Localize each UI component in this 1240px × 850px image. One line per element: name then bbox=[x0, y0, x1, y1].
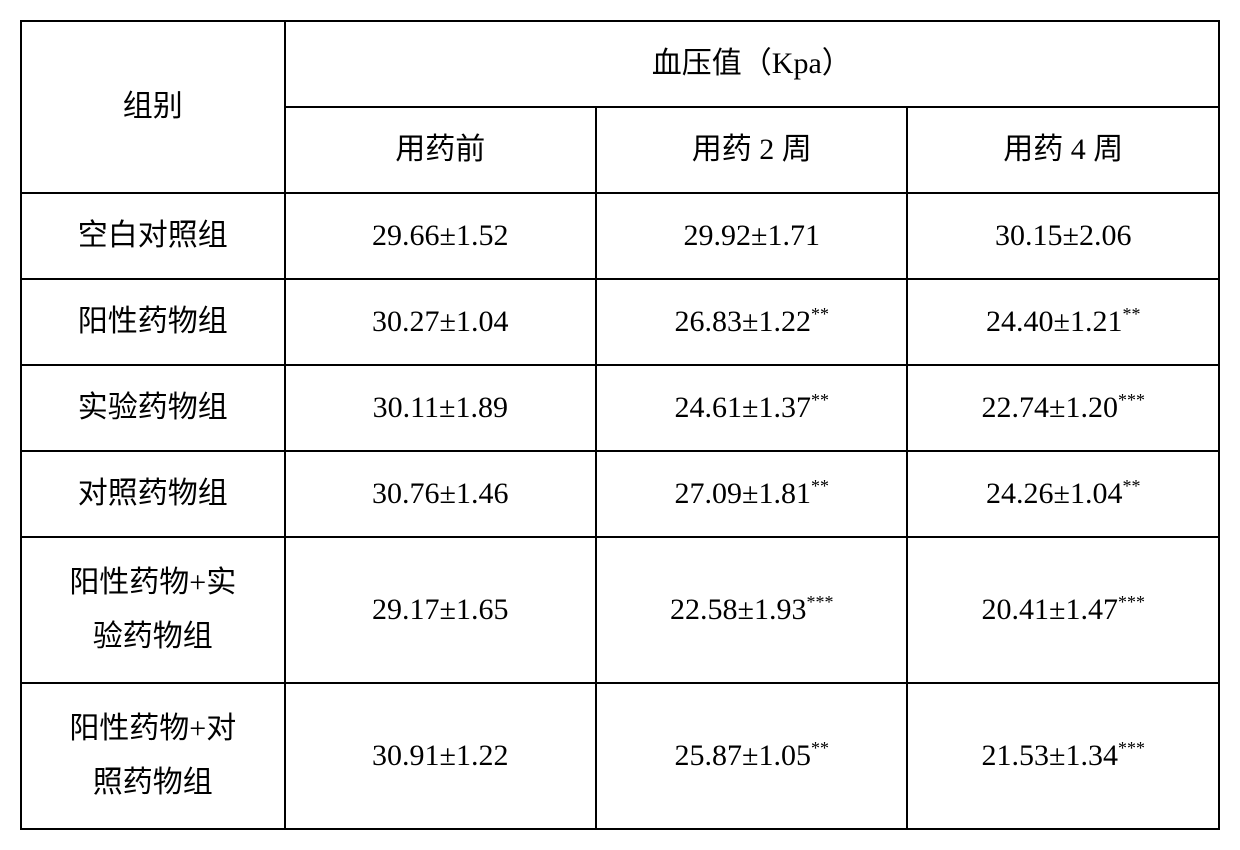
significance-superscript: *** bbox=[1118, 592, 1145, 612]
data-cell: 27.09±1.81** bbox=[596, 451, 907, 537]
table-row: 阳性药物+对照药物组30.91±1.2225.87±1.05**21.53±1.… bbox=[21, 683, 1219, 829]
data-cell: 24.61±1.37** bbox=[596, 365, 907, 451]
significance-superscript: ** bbox=[811, 390, 829, 410]
cell-value: 22.74±1.20 bbox=[982, 391, 1118, 424]
data-cell: 22.58±1.93*** bbox=[596, 537, 907, 683]
cell-value: 29.92±1.71 bbox=[684, 219, 820, 252]
subheader-2wk: 用药 2 周 bbox=[596, 107, 907, 193]
cell-value: 30.27±1.04 bbox=[372, 305, 508, 338]
subheader-before: 用药前 bbox=[285, 107, 596, 193]
significance-superscript: ** bbox=[1122, 476, 1140, 496]
data-cell: 29.66±1.52 bbox=[285, 193, 596, 279]
significance-superscript: *** bbox=[806, 592, 833, 612]
data-cell: 22.74±1.20*** bbox=[907, 365, 1219, 451]
data-cell: 30.76±1.46 bbox=[285, 451, 596, 537]
header-row-1: 组别 血压值（Kpa） bbox=[21, 21, 1219, 107]
significance-superscript: *** bbox=[1118, 738, 1145, 758]
cell-value: 26.83±1.22 bbox=[675, 305, 811, 338]
cell-value: 24.40±1.21 bbox=[986, 305, 1122, 338]
cell-value: 24.26±1.04 bbox=[986, 477, 1122, 510]
cell-value: 21.53±1.34 bbox=[982, 739, 1118, 772]
row-name: 阳性药物组 bbox=[21, 279, 285, 365]
cell-value: 24.61±1.37 bbox=[675, 391, 811, 424]
data-cell: 20.41±1.47*** bbox=[907, 537, 1219, 683]
cell-value: 30.11±1.89 bbox=[373, 391, 508, 424]
significance-superscript: ** bbox=[811, 476, 829, 496]
bp-data-table: 组别 血压值（Kpa） 用药前 用药 2 周 用药 4 周 空白对照组 29.66… bbox=[20, 20, 1220, 830]
data-cell: 29.17±1.65 bbox=[285, 537, 596, 683]
cell-value: 27.09±1.81 bbox=[675, 477, 811, 510]
row-name: 阳性药物+对照药物组 bbox=[21, 683, 285, 829]
table-row: 阳性药物+实验药物组29.17±1.6522.58±1.93***20.41±1… bbox=[21, 537, 1219, 683]
significance-superscript: ** bbox=[811, 304, 829, 324]
cell-value: 30.76±1.46 bbox=[372, 477, 508, 510]
table-body: 空白对照组 29.66±1.52 29.92±1.71 30.15±2.06 阳性药物组… bbox=[21, 193, 1219, 829]
cell-value: 30.15±2.06 bbox=[995, 219, 1131, 252]
table-row: 实验药物组30.11±1.8924.61±1.37**22.74±1.20*** bbox=[21, 365, 1219, 451]
table-row: 阳性药物组30.27±1.0426.83±1.22**24.40±1.21** bbox=[21, 279, 1219, 365]
cell-value: 22.58±1.93 bbox=[670, 593, 806, 626]
header-group: 组别 bbox=[21, 21, 285, 193]
data-cell: 30.91±1.22 bbox=[285, 683, 596, 829]
data-cell: 26.83±1.22** bbox=[596, 279, 907, 365]
row-name: 对照药物组 bbox=[21, 451, 285, 537]
cell-value: 30.91±1.22 bbox=[372, 739, 508, 772]
data-cell: 24.26±1.04** bbox=[907, 451, 1219, 537]
cell-value: 29.66±1.52 bbox=[372, 219, 508, 252]
significance-superscript: ** bbox=[811, 738, 829, 758]
header-bp: 血压值（Kpa） bbox=[285, 21, 1219, 107]
data-cell: 30.11±1.89 bbox=[285, 365, 596, 451]
row-name: 实验药物组 bbox=[21, 365, 285, 451]
significance-superscript: *** bbox=[1118, 390, 1145, 410]
data-cell: 30.27±1.04 bbox=[285, 279, 596, 365]
cell-value: 29.17±1.65 bbox=[372, 593, 508, 626]
data-cell: 21.53±1.34*** bbox=[907, 683, 1219, 829]
table-row: 对照药物组30.76±1.4627.09±1.81**24.26±1.04** bbox=[21, 451, 1219, 537]
significance-superscript: ** bbox=[1122, 304, 1140, 324]
data-cell: 29.92±1.71 bbox=[596, 193, 907, 279]
row-name: 空白对照组 bbox=[21, 193, 285, 279]
subheader-4wk: 用药 4 周 bbox=[907, 107, 1219, 193]
table-head: 组别 血压值（Kpa） 用药前 用药 2 周 用药 4 周 bbox=[21, 21, 1219, 193]
data-cell: 30.15±2.06 bbox=[907, 193, 1219, 279]
row-name: 阳性药物+实验药物组 bbox=[21, 537, 285, 683]
data-cell: 25.87±1.05** bbox=[596, 683, 907, 829]
table-row: 空白对照组 29.66±1.52 29.92±1.71 30.15±2.06 bbox=[21, 193, 1219, 279]
data-cell: 24.40±1.21** bbox=[907, 279, 1219, 365]
cell-value: 25.87±1.05 bbox=[675, 739, 811, 772]
cell-value: 20.41±1.47 bbox=[982, 593, 1118, 626]
